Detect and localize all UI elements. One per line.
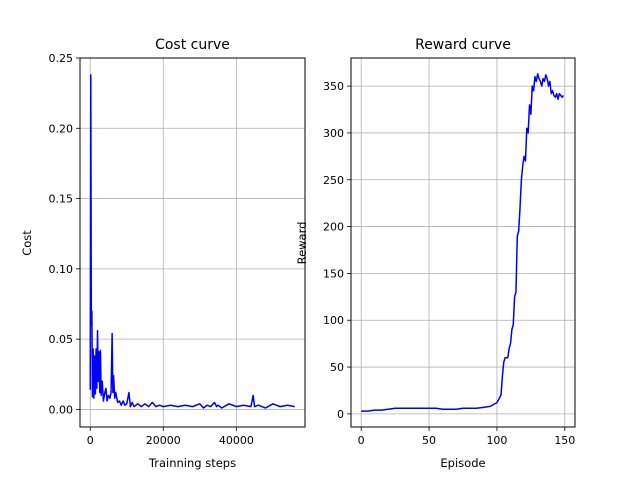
cost-series xyxy=(89,74,295,409)
cost-series-line xyxy=(89,74,295,409)
cost-chart-title: Cost curve xyxy=(155,37,230,53)
cost-x-axis-label: Trainning steps xyxy=(148,456,236,470)
reward-x-tick-label: 50 xyxy=(422,434,436,447)
reward-x-tick-label: 100 xyxy=(486,434,507,447)
reward-series xyxy=(361,73,565,412)
reward-y-tick-label: 0 xyxy=(337,408,344,421)
cost-y-tick-label: 0.10 xyxy=(49,263,74,276)
cost-ticks: 0 20000 40000 0.00 0.05 0.10 0.15 0.20 0.25 xyxy=(49,52,254,447)
cost-y-tick-label: 0.00 xyxy=(49,403,74,416)
reward-y-tick-label: 150 xyxy=(323,267,344,280)
reward-y-tick-label: 300 xyxy=(323,127,344,140)
reward-grid xyxy=(351,58,575,427)
reward-ticks: 0 50 100 150 0 50 100 150 200 250 300 350 xyxy=(323,80,575,447)
reward-chart-title: Reward curve xyxy=(415,37,511,53)
reward-axes-frame xyxy=(350,57,576,428)
cost-y-tick-label: 0.05 xyxy=(49,333,74,346)
cost-y-axis-label: Cost xyxy=(20,230,34,256)
cost-y-tick-label: 0.25 xyxy=(49,52,74,65)
cost-x-tick-label: 40000 xyxy=(219,434,254,447)
reward-y-tick-label: 200 xyxy=(323,221,344,234)
reward-y-tick-label: 100 xyxy=(323,314,344,327)
reward-x-axis-label: Episode xyxy=(440,456,485,470)
reward-x-tick-label: 150 xyxy=(554,434,575,447)
reward-y-tick-label: 50 xyxy=(330,361,344,374)
reward-series-line xyxy=(361,73,565,412)
reward-x-tick-label: 0 xyxy=(358,434,365,447)
cost-axes-frame xyxy=(79,57,306,428)
cost-y-tick-label: 0.15 xyxy=(49,193,74,206)
cost-y-tick-label: 0.20 xyxy=(49,122,74,135)
cost-x-tick-label: 20000 xyxy=(146,434,181,447)
reward-y-tick-label: 250 xyxy=(323,174,344,187)
reward-curve-panel: 0 50 100 150 0 50 100 150 200 250 300 350 Reward cu… xyxy=(295,37,576,470)
reward-y-axis-label: Reward xyxy=(295,222,309,265)
reward-y-tick-label: 350 xyxy=(323,80,344,93)
cost-curve-panel: 0 20000 40000 0.00 0.05 0.10 0.15 0.20 0.25 Cost… xyxy=(20,37,306,470)
cost-x-tick-label: 0 xyxy=(87,434,94,447)
